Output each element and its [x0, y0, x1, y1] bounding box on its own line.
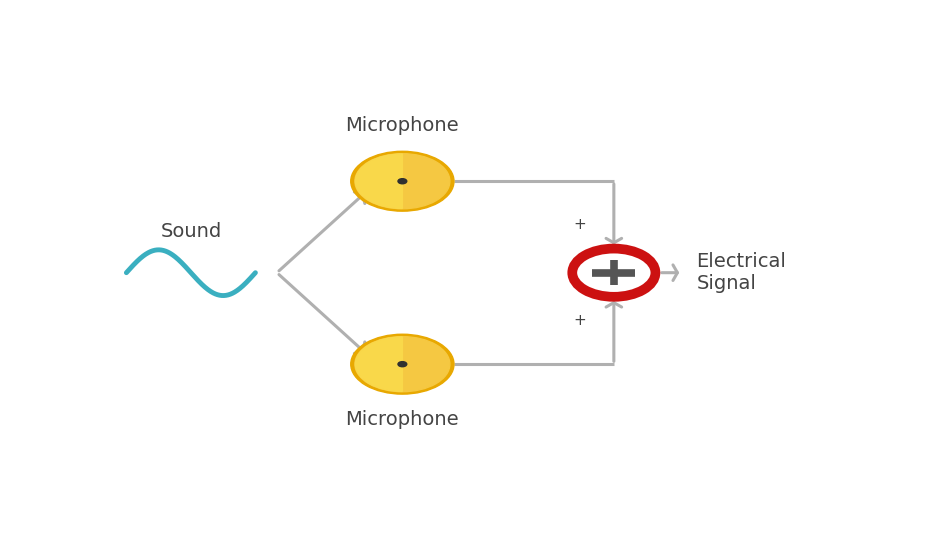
Text: +: + — [574, 218, 586, 232]
Text: Sound: Sound — [160, 221, 221, 241]
Circle shape — [573, 248, 656, 297]
Text: Microphone: Microphone — [346, 410, 459, 429]
Text: +: + — [574, 313, 586, 328]
Circle shape — [398, 362, 407, 367]
Circle shape — [355, 336, 450, 392]
Circle shape — [355, 154, 450, 209]
Wedge shape — [355, 154, 402, 208]
Text: Microphone: Microphone — [346, 116, 459, 135]
Text: Electrical
Signal: Electrical Signal — [697, 252, 786, 293]
Wedge shape — [355, 337, 402, 392]
Circle shape — [351, 151, 454, 211]
Circle shape — [398, 179, 407, 184]
Circle shape — [351, 334, 454, 394]
